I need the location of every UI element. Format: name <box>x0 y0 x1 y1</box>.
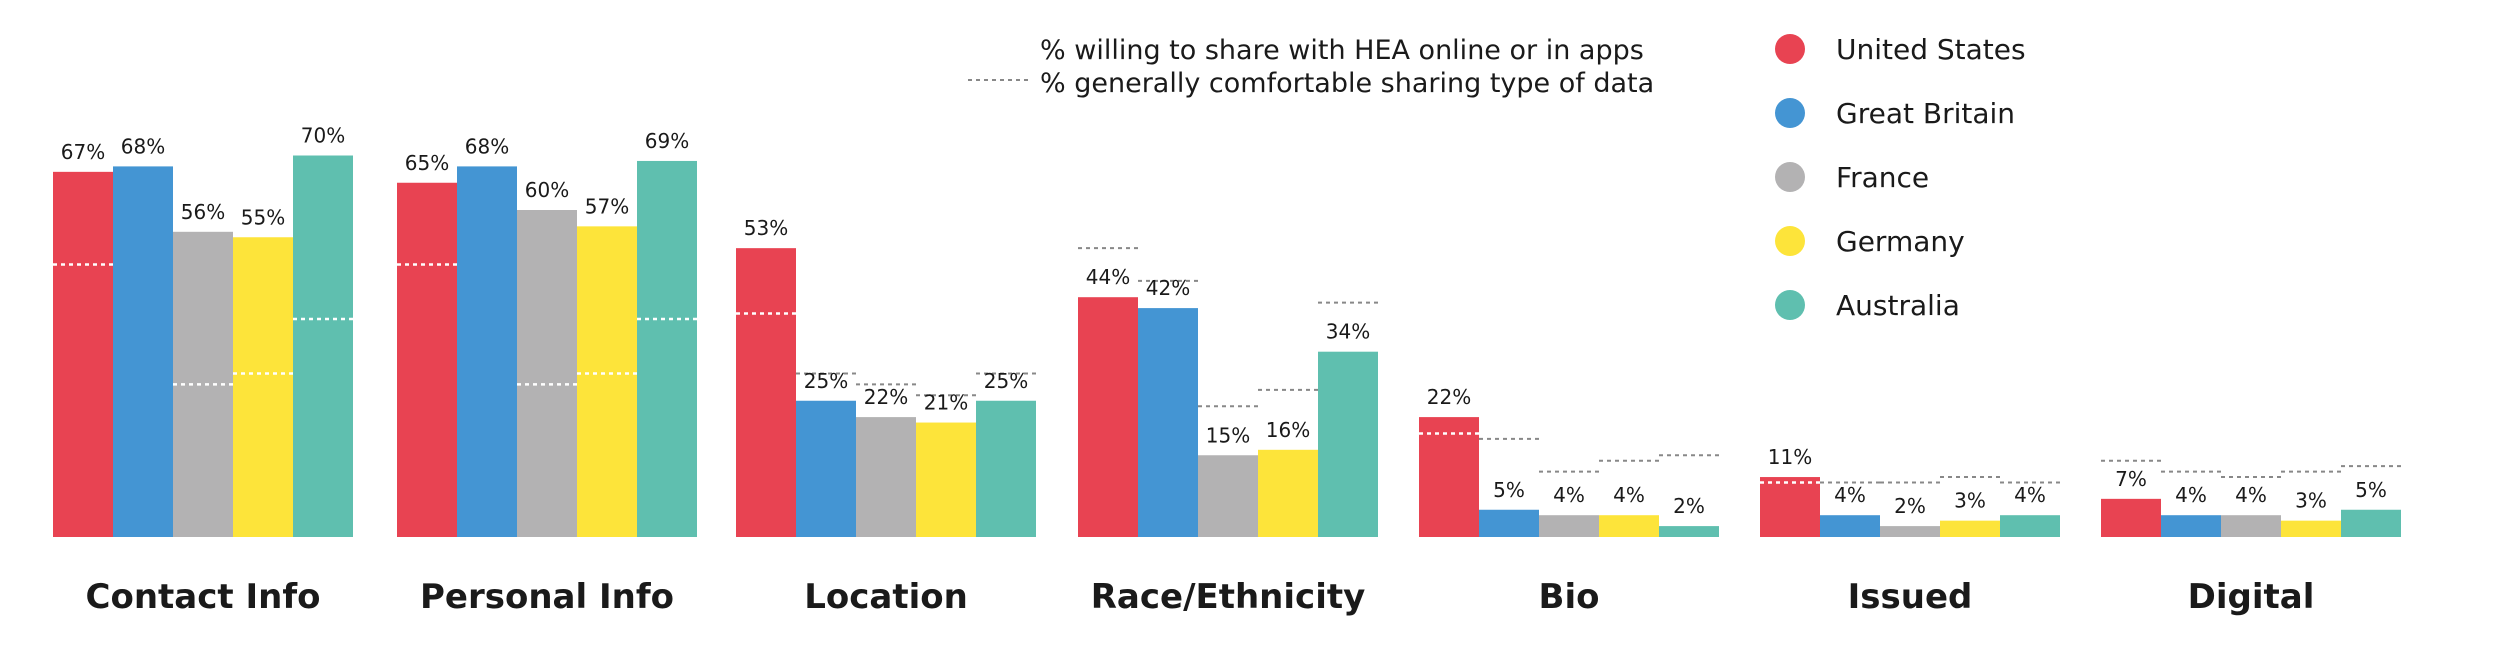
legend: United States Great Britain France Germany A… <box>1775 33 2026 322</box>
legend-swatch-united-states <box>1775 34 1805 64</box>
bar-location-australia <box>976 400 1036 537</box>
chart-notes: % willing to share with HEA online or in… <box>968 35 1654 99</box>
value-label-issued-great-britain: 4% <box>1834 483 1866 507</box>
bar-bio-united-states <box>1419 417 1479 537</box>
value-label-personal-info-great-britain: 68% <box>465 134 509 158</box>
value-label-contact-info-australia: 70% <box>301 124 345 148</box>
bar-bio-germany <box>1599 515 1659 537</box>
category-label-issued: Issued <box>1848 577 1973 617</box>
value-label-digital-germany: 3% <box>2295 489 2327 513</box>
bar-location-united-states <box>736 248 796 537</box>
bar-personal-info-france <box>517 210 577 537</box>
value-label-contact-info-germany: 55% <box>241 205 285 229</box>
bar-race-ethnicity-france <box>1198 455 1258 537</box>
bar-race-ethnicity-united-states <box>1078 297 1138 537</box>
value-label-race-ethnicity-france: 15% <box>1206 423 1250 447</box>
value-label-bio-united-states: 22% <box>1427 385 1471 409</box>
legend-label-great-britain: Great Britain <box>1836 97 2015 130</box>
bar-digital-germany <box>2281 520 2341 537</box>
legend-swatch-france <box>1775 162 1805 192</box>
bar-personal-info-united-states <box>397 182 457 537</box>
legend-label-france: France <box>1836 161 1929 194</box>
value-label-personal-info-australia: 69% <box>645 129 689 153</box>
bar-personal-info-great-britain <box>457 166 517 537</box>
value-label-contact-info-united-states: 67% <box>61 140 105 164</box>
value-label-location-australia: 25% <box>984 369 1028 393</box>
bar-issued-australia <box>2000 515 2060 537</box>
value-label-issued-france: 2% <box>1894 494 1926 518</box>
category-label-personal-info: Personal Info <box>420 577 674 617</box>
bar-race-ethnicity-great-britain <box>1138 308 1198 537</box>
value-label-personal-info-france: 60% <box>525 178 569 202</box>
bar-bio-great-britain <box>1479 509 1539 537</box>
bar-issued-great-britain <box>1820 515 1880 537</box>
value-label-location-france: 22% <box>864 385 908 409</box>
value-labels-layer: 67% 68% 56% 55% 70% 65% 68% 60% 57% 69% 53% 25% 22% 2… <box>61 124 2387 519</box>
category-label-bio: Bio <box>1539 577 1600 617</box>
bar-personal-info-germany <box>577 226 637 537</box>
value-label-race-ethnicity-united-states: 44% <box>1086 265 1130 289</box>
value-label-race-ethnicity-great-britain: 42% <box>1146 276 1190 300</box>
value-label-race-ethnicity-australia: 34% <box>1326 320 1370 344</box>
value-label-bio-germany: 4% <box>1613 483 1645 507</box>
bar-digital-great-britain <box>2161 515 2221 537</box>
value-label-personal-info-united-states: 65% <box>405 151 449 175</box>
value-label-issued-germany: 3% <box>1954 489 1986 513</box>
bar-contact-info-germany <box>233 237 293 537</box>
value-label-race-ethnicity-germany: 16% <box>1266 418 1310 442</box>
category-label-digital: Digital <box>2188 577 2315 617</box>
bar-location-great-britain <box>796 400 856 537</box>
value-label-bio-france: 4% <box>1553 483 1585 507</box>
value-label-digital-france: 4% <box>2235 483 2267 507</box>
legend-label-united-states: United States <box>1836 33 2026 66</box>
bar-issued-united-states <box>1760 477 1820 537</box>
legend-swatch-germany <box>1775 226 1805 256</box>
category-labels-layer: Contact Info Personal Info Location Race/Et… <box>86 577 2315 617</box>
value-label-contact-info-france: 56% <box>181 200 225 224</box>
bar-digital-united-states <box>2101 498 2161 537</box>
bar-race-ethnicity-australia <box>1318 351 1378 537</box>
bar-digital-france <box>2221 515 2281 537</box>
bar-contact-info-great-britain <box>113 166 173 537</box>
value-label-issued-united-states: 11% <box>1768 445 1812 469</box>
bar-bio-france <box>1539 515 1599 537</box>
bar-digital-australia <box>2341 509 2401 537</box>
legend-label-australia: Australia <box>1836 289 1960 322</box>
value-label-personal-info-germany: 57% <box>585 194 629 218</box>
bars-layer <box>53 155 2401 538</box>
note-solid-bars: % willing to share with HEA online or in… <box>1040 35 1644 66</box>
bar-race-ethnicity-germany <box>1258 449 1318 537</box>
value-label-contact-info-great-britain: 68% <box>121 134 165 158</box>
value-label-location-united-states: 53% <box>744 216 788 240</box>
bar-bio-australia <box>1659 526 1719 537</box>
value-label-digital-united-states: 7% <box>2115 467 2147 491</box>
legend-swatch-australia <box>1775 290 1805 320</box>
bar-contact-info-united-states <box>53 171 113 537</box>
value-label-bio-great-britain: 5% <box>1493 478 1525 502</box>
value-label-issued-australia: 4% <box>2014 483 2046 507</box>
bar-issued-germany <box>1940 520 2000 537</box>
legend-swatch-great-britain <box>1775 98 1805 128</box>
value-label-bio-australia: 2% <box>1673 494 1705 518</box>
bar-location-france <box>856 417 916 537</box>
bar-location-germany <box>916 422 976 537</box>
category-label-location: Location <box>804 577 968 617</box>
comfortable-markers-layer <box>53 247 2401 484</box>
bar-issued-france <box>1880 526 1940 537</box>
value-label-location-germany: 21% <box>924 391 968 415</box>
value-label-digital-great-britain: 4% <box>2175 483 2207 507</box>
note-dotted-line: % generally comfortable sharing type of … <box>1040 68 1654 99</box>
value-label-location-great-britain: 25% <box>804 369 848 393</box>
value-label-digital-australia: 5% <box>2355 478 2387 502</box>
legend-label-germany: Germany <box>1836 225 1965 258</box>
category-label-race-ethnicity: Race/Ethnicity <box>1091 577 1366 617</box>
category-label-contact-info: Contact Info <box>86 577 321 617</box>
bar-personal-info-australia <box>637 160 697 537</box>
bar-contact-info-australia <box>293 155 353 537</box>
